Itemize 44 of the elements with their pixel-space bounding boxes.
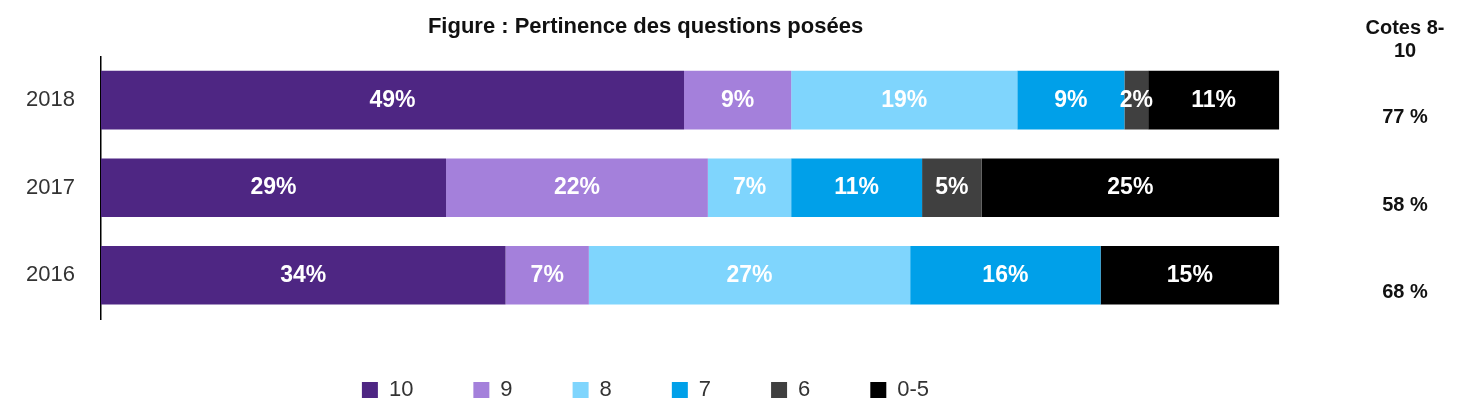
legend-label: 6 xyxy=(798,376,811,402)
y-tick-label: 2016 xyxy=(25,261,75,287)
bar xyxy=(791,158,923,218)
data-label: 11% xyxy=(834,173,880,200)
legend-label: 8 xyxy=(599,376,612,402)
data-label: 9% xyxy=(721,85,755,112)
data-label: 49% xyxy=(369,85,416,112)
data-label: 34% xyxy=(280,260,327,287)
data-label: 16% xyxy=(982,260,1029,287)
y-tick-label: 2017 xyxy=(25,173,75,199)
data-label: 11% xyxy=(1191,85,1237,112)
bar xyxy=(446,158,708,218)
bar xyxy=(100,158,447,218)
bar xyxy=(922,158,982,218)
bar xyxy=(684,70,792,130)
text: 58 % xyxy=(1381,192,1429,216)
data-label: 15% xyxy=(1166,260,1213,287)
text: 68 % xyxy=(1381,280,1429,304)
data-label: 9% xyxy=(1054,85,1088,112)
data-label: 7% xyxy=(732,173,767,200)
bar xyxy=(100,70,685,130)
text: Cotes 8-10 xyxy=(1365,16,1445,62)
data-label: 19% xyxy=(881,85,928,112)
data-label: 25% xyxy=(1107,173,1154,200)
text: 77 % xyxy=(1381,105,1429,129)
chart-title: Figure : Pertinence des questions posées xyxy=(427,13,864,39)
bar xyxy=(588,245,911,305)
y-tick-label: 2018 xyxy=(25,86,75,112)
bar xyxy=(981,158,1280,218)
legend-label: 7 xyxy=(698,376,712,402)
data-label: 22% xyxy=(553,173,600,200)
data-label: 29% xyxy=(250,173,297,200)
data-label: 5% xyxy=(935,173,969,200)
bar xyxy=(100,245,506,305)
bar xyxy=(707,158,792,218)
legend-label: 10 xyxy=(388,376,414,402)
bar xyxy=(791,70,1018,130)
data-label: 7% xyxy=(530,260,564,287)
legend-label: 0-5 xyxy=(897,376,930,402)
bar xyxy=(505,245,589,305)
bar xyxy=(910,245,1101,305)
bar xyxy=(1100,245,1280,305)
legend-label: 9 xyxy=(500,376,513,402)
data-label: 27% xyxy=(726,260,773,287)
